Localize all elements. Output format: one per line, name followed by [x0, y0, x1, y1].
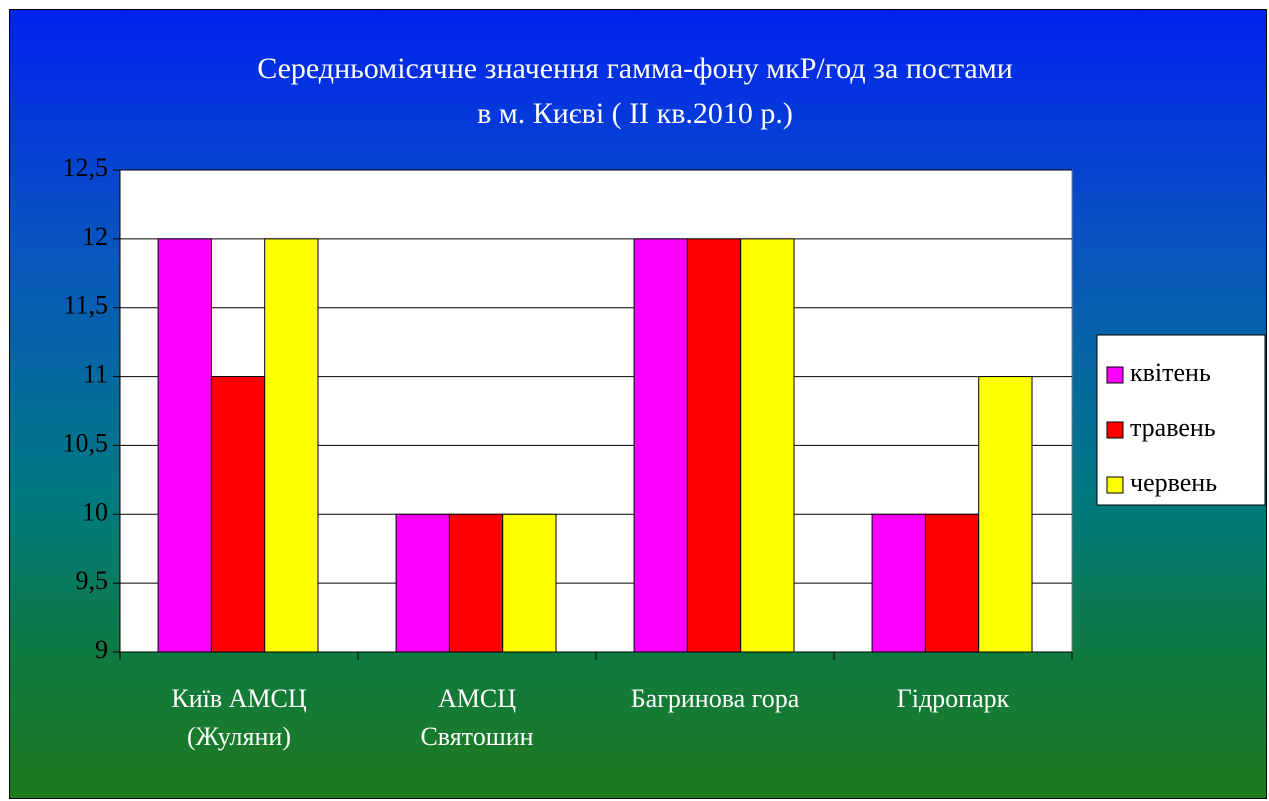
legend-label: квітень [1130, 358, 1211, 387]
legend-swatch [1106, 366, 1124, 384]
y-tick-label: 12,5 [63, 153, 109, 182]
chart-title: Середньомісячне значення гамма-фону мкР/… [257, 52, 1013, 130]
y-tick-label: 10 [82, 497, 108, 526]
y-tick-label: 11,5 [63, 291, 108, 320]
bar [448, 513, 504, 653]
bar [633, 238, 688, 653]
bar [686, 238, 742, 653]
x-tick-label: Багринова гора [630, 684, 800, 713]
legend-label: червень [1130, 468, 1217, 497]
y-tick-label: 12 [82, 222, 108, 251]
x-tick-label: Гідропарк [896, 684, 1010, 713]
legend [1096, 334, 1266, 506]
y-tick-label: 11 [83, 360, 108, 389]
bar [210, 376, 266, 653]
bar [740, 238, 795, 653]
bar [924, 513, 980, 653]
bar [157, 238, 212, 653]
bar [264, 238, 319, 653]
bar [395, 513, 450, 653]
y-tick-label: 9,5 [76, 566, 109, 595]
bar [871, 513, 926, 653]
x-tick-label: АМСЦ Святошин [420, 684, 534, 751]
y-tick-label: 9 [95, 635, 108, 664]
x-tick-label: Київ АМСЦ (Жуляни) [171, 684, 307, 751]
y-tick-label: 10,5 [63, 428, 109, 457]
legend-label: травень [1130, 413, 1216, 442]
legend-swatch [1106, 421, 1124, 439]
bar [978, 376, 1033, 653]
legend-swatch [1106, 476, 1124, 494]
bar [502, 513, 557, 653]
